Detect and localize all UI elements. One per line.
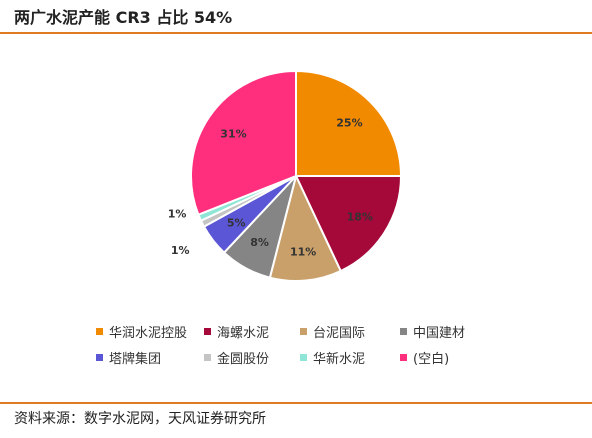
pie-slice-label-3: 8% [250, 236, 269, 249]
legend-label: (空白) [413, 351, 450, 367]
legend-item-金圆股份: 金圆股份 [204, 348, 300, 367]
legend-label: 金圆股份 [217, 351, 270, 367]
legend-label: 华新水泥 [313, 351, 366, 367]
top-divider [0, 32, 592, 34]
legend-swatch [400, 353, 407, 361]
legend-row: 塔牌集团 金圆股份 华新水泥 (空白) [96, 344, 516, 370]
source-note: 资料来源：数字水泥网，天风证券研究所 [14, 411, 266, 427]
legend-swatch [400, 327, 407, 335]
pie-slice-label-6: 1% [168, 208, 187, 221]
legend-swatch [96, 353, 103, 361]
legend-swatch [300, 353, 307, 361]
legend-item-台泥国际: 台泥国际 [300, 322, 400, 341]
legend-swatch [204, 353, 211, 361]
legend-swatch [204, 327, 211, 335]
pie-slice-label-4: 5% [227, 216, 246, 229]
pie-slice-label-5: 1% [171, 244, 190, 257]
chart-title: 两广水泥产能 CR3 占比 54% [14, 8, 233, 27]
legend: 华润水泥控股 海螺水泥 台泥国际 中国建材 塔牌集团 金圆股份 华新水泥 [96, 318, 516, 370]
pie-slice-7 [190, 69, 297, 216]
pie-slice-1 [294, 175, 403, 273]
bottom-divider [0, 402, 592, 404]
legend-label: 塔牌集团 [109, 351, 162, 367]
legend-label: 海螺水泥 [217, 325, 270, 341]
legend-item-塔牌集团: 塔牌集团 [96, 348, 204, 367]
legend-item-华新水泥: 华新水泥 [300, 348, 400, 367]
legend-item-中国建材: 中国建材 [400, 322, 465, 341]
legend-label: 台泥国际 [313, 325, 366, 341]
pie-slice-0 [295, 69, 403, 177]
legend-label: 华润水泥控股 [109, 325, 188, 341]
pie-chart: 25% 18% 11% 8% 5% 1% 1% 31% [168, 69, 403, 282]
pie-slice-label-1: 18% [347, 211, 373, 224]
legend-item-华润水泥控股: 华润水泥控股 [96, 322, 204, 341]
legend-row: 华润水泥控股 海螺水泥 台泥国际 中国建材 [96, 318, 516, 344]
legend-item-空白: (空白) [400, 348, 449, 367]
pie-slice-label-7: 31% [220, 128, 246, 141]
pie-slice-2 [268, 173, 343, 282]
pie-slice-label-0: 25% [336, 117, 362, 130]
legend-item-海螺水泥: 海螺水泥 [204, 322, 300, 341]
pie-slice-label-2: 11% [290, 245, 316, 258]
legend-swatch [300, 327, 307, 335]
legend-label: 中国建材 [413, 325, 466, 341]
legend-swatch [96, 327, 103, 335]
